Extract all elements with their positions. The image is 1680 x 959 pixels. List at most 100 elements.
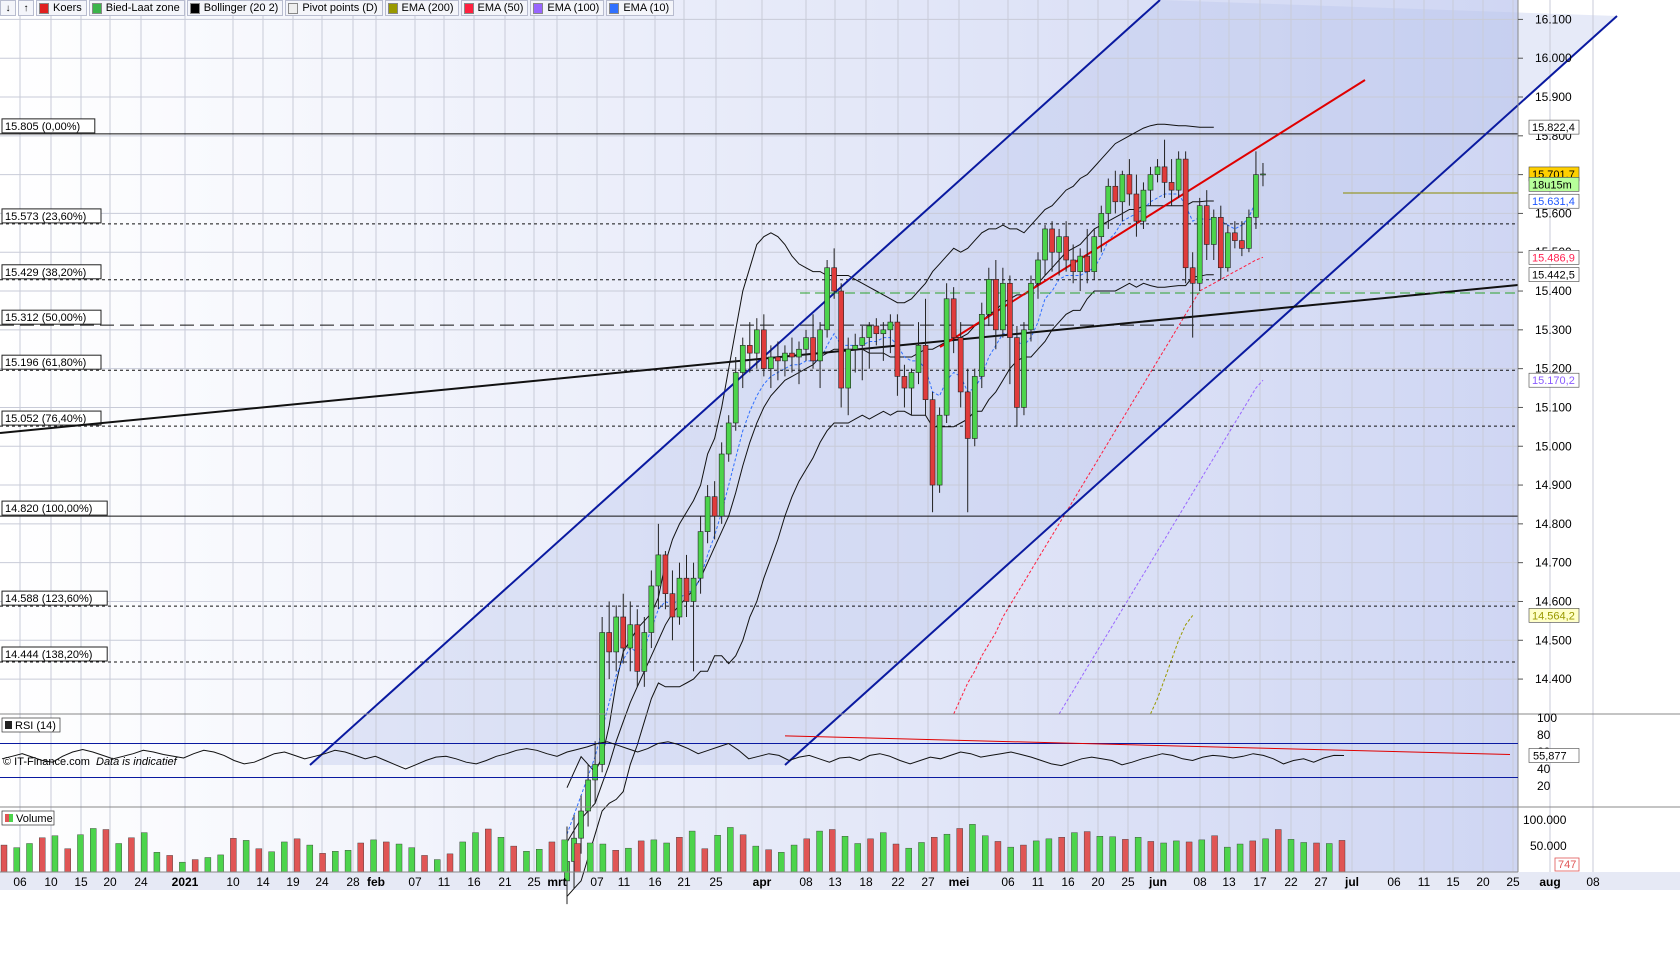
candle-body	[704, 496, 711, 532]
x-tick-label: jul	[1344, 875, 1359, 889]
candle-body	[1253, 174, 1259, 218]
legend-label: EMA (200)	[401, 2, 454, 14]
volume-bar	[1058, 837, 1065, 873]
legend-label: Pivot points (D)	[302, 2, 378, 14]
candle-body	[1028, 282, 1034, 331]
rsi-tick-label: 100	[1537, 711, 1557, 725]
legend-item-ema-100[interactable]: EMA (100)	[530, 0, 605, 16]
x-tick-label: mei	[949, 875, 970, 889]
rsi-swatch	[5, 721, 12, 729]
x-tick-label: 07	[590, 875, 604, 889]
x-tick-label: 25	[1121, 875, 1135, 889]
legend-item-ema-10[interactable]: EMA (10)	[606, 0, 675, 16]
volume-panel: Volume 100.000 50.000 747	[0, 806, 1680, 873]
candle-body	[725, 422, 732, 455]
legend-item-bollinger-20-2[interactable]: Bollinger (20 2)	[186, 0, 284, 16]
x-tick-label: 08	[1193, 875, 1207, 889]
volume-bar	[472, 832, 479, 873]
volume-bar	[1198, 839, 1206, 873]
x-tick-label: 21	[677, 875, 691, 889]
price-axis: 14.400 14.500 14.600 14.700 14.800 14.900 15.0…	[1517, 0, 1580, 872]
legend-item-bied-laat-zone[interactable]: Bied-Laat zone	[88, 0, 185, 16]
legend-swatch	[533, 2, 544, 14]
down-arrow-icon[interactable]: ↓	[0, 0, 16, 16]
candle-body	[978, 314, 985, 377]
fib-label: 14.588 (123,60%)	[5, 593, 92, 605]
x-tick-label: 16	[467, 875, 481, 889]
candle-body	[817, 329, 823, 362]
price-badge-label: 14.564,2	[1532, 610, 1575, 622]
x-tick-label: 21	[498, 875, 512, 889]
volume-bar	[319, 853, 326, 873]
volume-bar	[293, 838, 301, 873]
volume-bar	[179, 861, 186, 873]
x-tick-label: 18	[859, 875, 873, 889]
x-tick-label: 11	[618, 875, 631, 889]
candle-body	[592, 764, 598, 781]
candle-body	[1021, 329, 1027, 408]
volume-bar	[1134, 837, 1142, 873]
candle-body	[1077, 255, 1083, 272]
candle-body	[676, 577, 683, 618]
volume-bar	[867, 838, 874, 873]
candle-body	[1014, 337, 1020, 408]
fib-label: 14.820 (100,00%)	[5, 503, 92, 515]
x-tick-label: 13	[1222, 875, 1236, 889]
bollinger-upper-line	[566, 123, 1214, 788]
x-tick-label: 17	[1253, 875, 1267, 889]
candle-body	[1119, 174, 1126, 203]
watermark-note: Data is indicatief	[96, 756, 178, 768]
volume-bar	[1032, 840, 1040, 873]
volume-bar	[688, 830, 696, 873]
candle-body	[1203, 205, 1210, 245]
x-tick-label: apr	[753, 875, 772, 889]
candle-body	[578, 810, 584, 839]
candle-body	[1147, 174, 1154, 191]
price-tick-label: 15.200	[1535, 362, 1572, 376]
price-tick-label: 15.600	[1535, 206, 1572, 220]
legend-item-ema-200[interactable]: EMA (200)	[384, 0, 459, 16]
candle-body	[761, 329, 767, 369]
fib-label-box	[1, 118, 96, 134]
legend-item-pivot-points-d[interactable]: Pivot points (D)	[285, 0, 383, 16]
volume-bar	[1211, 835, 1218, 873]
candle-body	[1154, 166, 1161, 175]
up-arrow-icon[interactable]: ↑	[18, 0, 34, 16]
x-tick-label: 13	[828, 875, 842, 889]
candle-body	[1246, 217, 1252, 249]
rsi-tick-label: 20	[1537, 779, 1551, 793]
volume-bar	[395, 843, 403, 873]
candle-body	[824, 267, 830, 331]
legend-swatch	[91, 2, 102, 14]
legend-label: EMA (10)	[623, 2, 670, 14]
candle-body	[746, 345, 753, 354]
x-tick-label: mrt	[547, 875, 566, 889]
candle-body	[993, 279, 999, 331]
candle-body	[739, 345, 746, 373]
legend-item-ema-50[interactable]: EMA (50)	[460, 0, 529, 16]
x-tick-label: 28	[346, 875, 360, 889]
indicator-legend: ↓ ↑ Koers Bied-Laat zone Bollinger (20 2) Piv…	[0, 0, 676, 16]
candle-body	[1260, 173, 1266, 176]
x-tick-label: 10	[44, 875, 58, 889]
x-tick-label: 15	[1446, 875, 1460, 889]
candle-body	[810, 337, 816, 362]
candle-body	[971, 376, 978, 439]
volume-bar	[523, 851, 530, 873]
candle-body	[613, 616, 620, 653]
legend-item-koers[interactable]: Koers	[36, 0, 87, 16]
candle-body	[683, 577, 690, 602]
legend-swatch	[189, 2, 200, 14]
legend-label: EMA (100)	[547, 2, 600, 14]
x-axis-bg	[0, 872, 1680, 890]
price-badge	[1528, 119, 1580, 135]
candle-body	[648, 585, 655, 633]
volume-bar	[485, 828, 492, 873]
volume-bar	[102, 829, 110, 873]
volume-bar	[841, 836, 849, 873]
price-tick-label: 14.600	[1535, 594, 1572, 608]
support-trend-line	[0, 284, 1519, 434]
volume-bar	[1071, 832, 1078, 873]
